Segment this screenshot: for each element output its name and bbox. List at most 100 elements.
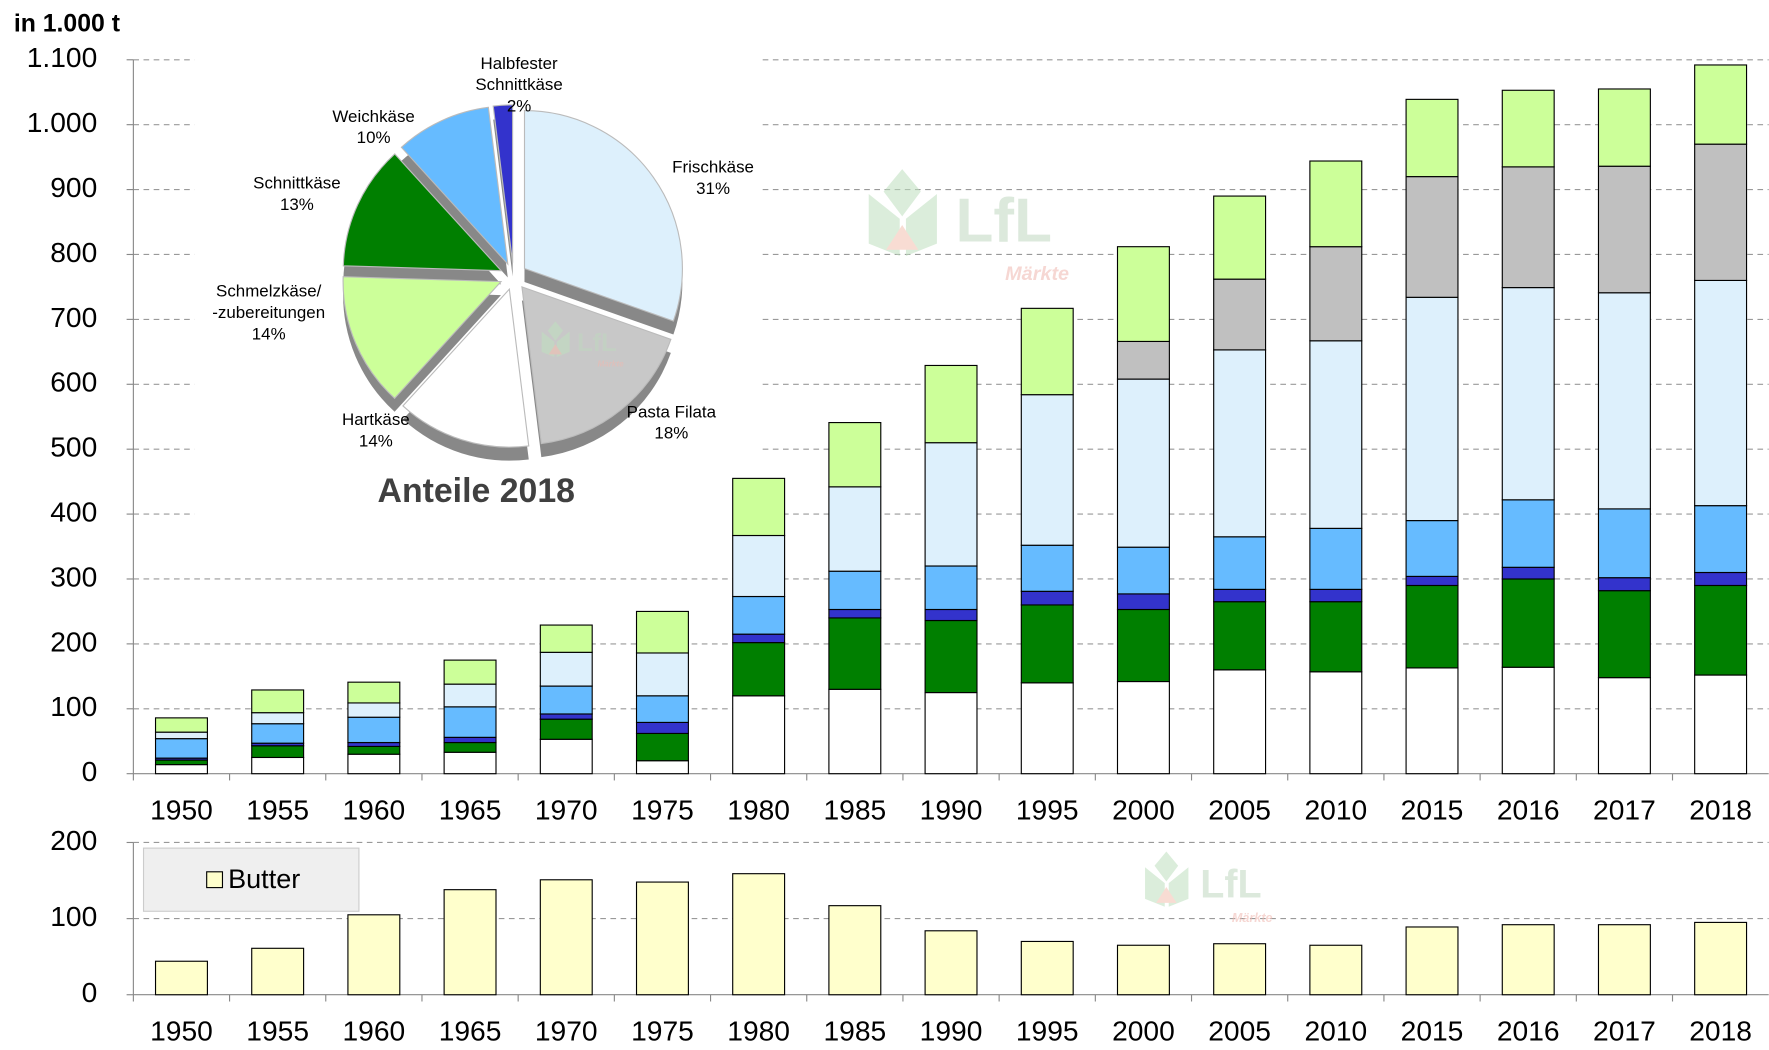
bar-segment <box>1501 89 1555 168</box>
bar-segment <box>1020 394 1074 546</box>
pie-category: Halbfester Schnittkäse <box>475 53 563 95</box>
y-tick-label: 200 <box>50 824 97 856</box>
bar-segment <box>1597 165 1651 294</box>
bar <box>1405 926 1459 996</box>
bar-segment <box>1405 176 1459 298</box>
watermark-leaf <box>1168 867 1189 907</box>
x-tick-label: 2018 <box>1689 793 1752 825</box>
bar-segment <box>1694 143 1748 282</box>
bar-segment <box>1309 588 1363 603</box>
bar-segment <box>1597 292 1651 510</box>
y-tick-label: 0 <box>82 976 98 1008</box>
watermark-sub: Märkte <box>1005 263 1069 285</box>
bar-segment <box>443 659 497 685</box>
bar-segment <box>1597 677 1651 775</box>
bar-segment <box>539 713 593 720</box>
bar-segment <box>1020 544 1074 592</box>
watermark: LfL Märkte <box>868 169 1069 285</box>
bar-segment <box>154 738 208 759</box>
bar-segment <box>443 683 497 708</box>
pie-slice <box>342 276 503 400</box>
x-tick-label: 2010 <box>1304 1015 1367 1047</box>
pie-label-text: Schmelzkäse/ -zubereitungen 14% <box>178 273 358 352</box>
pie-label-text: Schnittkäse 13% <box>207 155 387 234</box>
bar-segment <box>1213 669 1267 775</box>
pie-label-text: Weichkäse 10% <box>283 88 463 167</box>
bar-segment <box>924 608 978 622</box>
pie-value-label: 10% <box>356 128 391 148</box>
bar <box>1116 944 1170 996</box>
bar-segment <box>635 732 689 762</box>
x-tick-label: 1950 <box>150 793 213 825</box>
bar-segment <box>1694 279 1748 507</box>
bar-segment <box>154 759 208 766</box>
x-tick-label: 2000 <box>1112 1015 1175 1047</box>
y-tick-label: 400 <box>50 496 97 528</box>
bar-segment <box>1309 601 1363 673</box>
y-tick-label: 600 <box>50 366 97 398</box>
bar-segment <box>1309 671 1363 775</box>
bar-segment <box>1501 166 1555 289</box>
bar-segment <box>1020 307 1074 396</box>
pie-slice <box>523 110 683 322</box>
bar-segment <box>1597 577 1651 592</box>
bar-segment <box>539 651 593 687</box>
bar <box>1309 944 1363 996</box>
bar-segment <box>443 706 497 738</box>
bar-segment <box>1020 682 1074 775</box>
watermark-sub: Märkte <box>1232 911 1273 925</box>
bar <box>251 947 305 996</box>
bar-segment <box>1213 536 1267 590</box>
bar <box>539 879 593 996</box>
bar-segment <box>828 422 882 488</box>
bar-segment <box>539 718 593 740</box>
x-tick-label: 2016 <box>1497 1015 1560 1047</box>
bar <box>1597 924 1651 996</box>
bar-segment <box>347 681 401 704</box>
x-tick-label: 1985 <box>823 793 886 825</box>
bar-segment <box>1597 88 1651 167</box>
x-tick-label: 2005 <box>1208 793 1271 825</box>
x-tick-label: 1985 <box>823 1015 886 1047</box>
x-tick-label: 2018 <box>1689 1015 1752 1047</box>
pie-category: Weichkäse <box>332 107 415 127</box>
bar-segment <box>1501 578 1555 668</box>
bar-segment <box>443 736 497 744</box>
bar-segment <box>347 716 401 744</box>
watermark-leaf <box>541 331 555 357</box>
x-tick-label: 1995 <box>1016 1015 1079 1047</box>
pie-value-label: 31% <box>696 179 731 199</box>
bar-segment <box>1309 246 1363 342</box>
bar-segment <box>924 619 978 694</box>
bar <box>924 930 978 996</box>
x-tick-label: 1990 <box>920 793 983 825</box>
pie-label-text: Halbfester Schnittkäse 2% <box>429 45 609 124</box>
bar-segment <box>1405 575 1459 587</box>
watermark-leaf <box>886 225 919 250</box>
pie-slice <box>402 287 530 448</box>
bar-segment <box>1116 340 1170 380</box>
bar-segment <box>732 477 786 537</box>
bar-segment <box>1309 340 1363 529</box>
pie-value-label: 2% <box>506 96 532 116</box>
bar-segment <box>924 442 978 567</box>
bar-segment <box>828 688 882 775</box>
watermark-leaf <box>905 193 937 257</box>
pie-value-label: 14% <box>251 324 286 344</box>
watermark-logo: LfL <box>1200 862 1261 906</box>
pie-category: Hartkäse <box>342 410 410 430</box>
x-tick-label: 1990 <box>920 1015 983 1047</box>
pie-category: Schnittkäse <box>253 173 341 193</box>
bar-segment <box>251 689 305 714</box>
bar-segment <box>635 721 689 735</box>
bar-segment <box>251 723 305 744</box>
bar-segment <box>924 364 978 444</box>
bar-segment <box>635 760 689 775</box>
x-tick-label: 1955 <box>246 1015 309 1047</box>
bar-segment <box>1694 505 1748 574</box>
watermark: LfL Märkte <box>1145 851 1273 925</box>
bar-segment <box>635 610 689 654</box>
